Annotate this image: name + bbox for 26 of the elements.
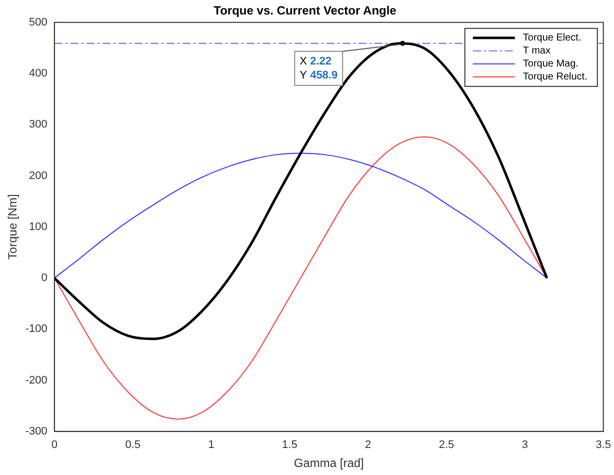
x-tick-label: 1	[208, 439, 214, 452]
legend-label: T max	[522, 46, 550, 57]
annotation: X 2.22 Y 458.9	[300, 55, 338, 82]
y-tick-label: 100	[29, 220, 48, 233]
x-tick-label: 3	[522, 439, 528, 452]
y-tick-label: 200	[29, 170, 48, 182]
x-axis-title: Gamma [rad]	[294, 456, 364, 470]
y-tick-label: 300	[29, 118, 48, 131]
y-tick-label: -100	[25, 323, 48, 336]
line-series	[54, 152, 548, 279]
y-tick-label: -300	[25, 425, 48, 438]
x-tick-label: 3.5	[596, 439, 612, 452]
x-tick-label: 0.5	[125, 439, 140, 452]
legend-label: Torque Reluct.	[522, 72, 588, 83]
x-tick-label: 2.5	[438, 439, 454, 452]
y-tick-label: 500	[29, 16, 48, 28]
x-tick-label: 2	[365, 439, 372, 452]
y-axis-title: Torque [Nm]	[6, 194, 20, 260]
y-tick-label: 400	[29, 68, 48, 80]
legend-label: Torque Mag.	[522, 58, 578, 70]
x-tick-label: 1.5	[282, 439, 298, 452]
y-tick-label: -200	[25, 374, 48, 386]
chart-title: Torque vs. Current Vector Angle	[214, 4, 397, 18]
legend-label: Torque Elect.	[522, 32, 582, 44]
x-tick-label: 0	[51, 439, 58, 452]
y-tick-label: 0	[41, 272, 48, 284]
